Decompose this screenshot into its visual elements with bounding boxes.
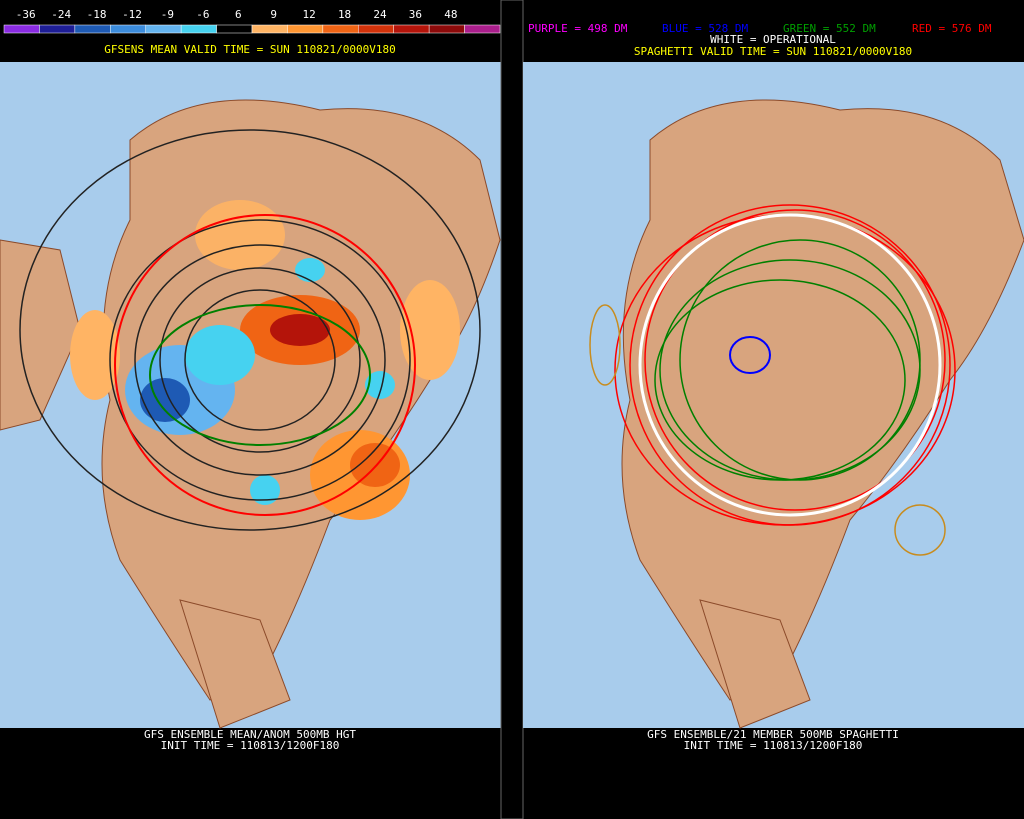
contour-552 xyxy=(149,304,371,446)
right-map xyxy=(523,62,1024,729)
colorbar-label: -36 xyxy=(16,8,36,21)
colorbar-swatch xyxy=(287,24,324,34)
left-map xyxy=(0,62,501,729)
anomaly xyxy=(250,475,280,505)
footer: GFS ENSEMBLE/21 MEMBER 500MB SPAGHETTI xyxy=(647,728,899,741)
divider xyxy=(500,0,524,819)
colorbar-label: 12 xyxy=(303,8,316,21)
anomaly xyxy=(350,443,400,487)
legend-entry: RED = 576 DM xyxy=(912,22,992,35)
land xyxy=(621,99,1024,701)
land xyxy=(0,239,81,431)
legend-entry: PURPLE = 498 DM xyxy=(528,22,628,35)
operational-label: WHITE = OPERATIONAL xyxy=(710,33,836,46)
legend-entry: BLUE = 528 DM xyxy=(662,22,748,35)
colorbar-label: 9 xyxy=(270,8,277,21)
colorbar-label: 48 xyxy=(444,8,457,21)
colorbar-label: 24 xyxy=(373,8,387,21)
contour-576 xyxy=(114,214,416,516)
colorbar-swatch xyxy=(322,24,359,34)
footer: INIT TIME = 110813/1200F180 xyxy=(161,739,340,752)
colorbar-swatch xyxy=(428,24,465,34)
legend-entry: GREEN = 552 DM xyxy=(783,22,876,35)
colorbar-label: -18 xyxy=(87,8,107,21)
operational xyxy=(638,213,942,517)
colorbar-label: 6 xyxy=(235,8,242,21)
colorbar: -36 -24 -18 -12 -9 -6 6 9 12 18 24 36 48 xyxy=(3,8,501,34)
valid-time: GFSENS MEAN VALID TIME = SUN 110821/0000… xyxy=(104,43,395,56)
colorbar-swatch xyxy=(39,24,76,34)
anomaly xyxy=(185,325,255,385)
spaghetti-498 xyxy=(589,304,621,386)
colorbar-swatch xyxy=(216,24,253,34)
contours xyxy=(19,129,481,531)
spaghetti-552 xyxy=(654,239,921,481)
anomaly xyxy=(295,258,325,282)
colorbar-label: -12 xyxy=(122,8,142,21)
colorbar-swatch xyxy=(251,24,288,34)
footer: GFS ENSEMBLE MEAN/ANOM 500MB HGT xyxy=(144,728,356,741)
colorbar-swatch xyxy=(393,24,430,34)
footer: INIT TIME = 110813/1200F180 xyxy=(684,739,863,752)
colorbar-label: 36 xyxy=(409,8,422,21)
land xyxy=(699,599,811,729)
anomaly xyxy=(400,280,460,380)
legend: PURPLE = 498 DM BLUE = 528 DM GREEN = 552 … xyxy=(528,22,992,35)
colorbar-swatch xyxy=(110,24,146,34)
anomaly xyxy=(70,310,120,400)
valid-time: SPAGHETTI VALID TIME = SUN 110821/0000V1… xyxy=(634,45,912,58)
colorbar-swatch xyxy=(3,24,40,34)
colorbar-swatch xyxy=(180,24,217,34)
anomaly xyxy=(140,378,190,422)
colorbar-label: -24 xyxy=(51,8,71,21)
colorbar-swatch xyxy=(74,24,111,34)
spaghetti-528 xyxy=(729,336,771,374)
colorbar-label: 18 xyxy=(338,8,351,21)
anomaly xyxy=(365,371,395,399)
colorbar-label: -6 xyxy=(196,8,209,21)
anomaly xyxy=(195,200,285,270)
spaghetti-498 xyxy=(894,504,946,556)
colorbar-swatch xyxy=(464,24,501,34)
colorbar-label: -9 xyxy=(161,8,174,21)
colorbar-swatch xyxy=(358,24,394,34)
colorbar-swatch xyxy=(145,24,182,34)
anomaly xyxy=(270,314,330,346)
land xyxy=(179,599,291,729)
